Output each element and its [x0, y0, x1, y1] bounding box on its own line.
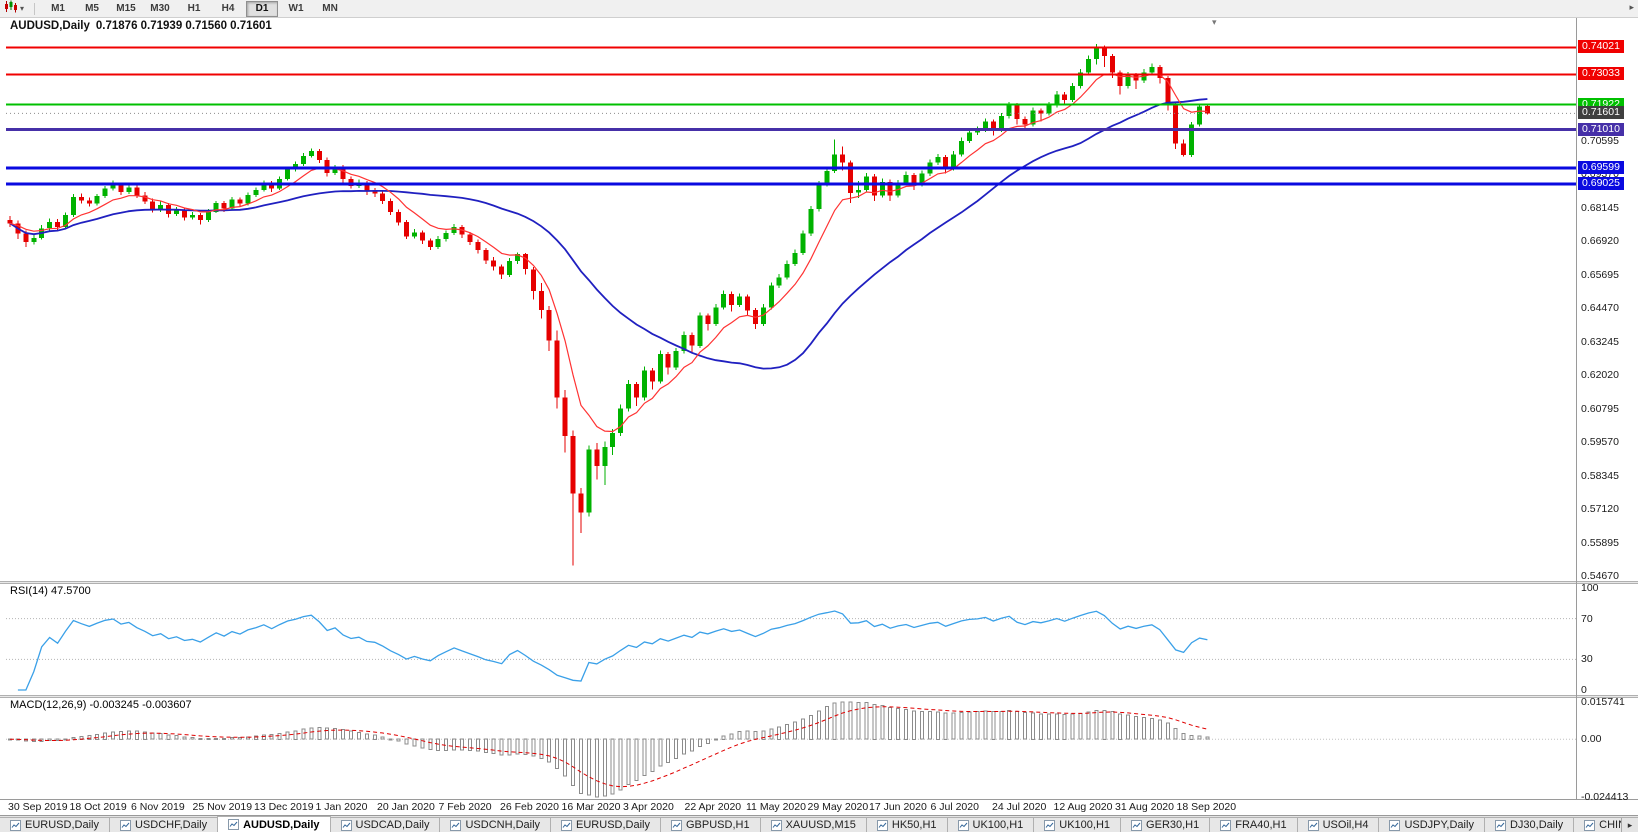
time-axis-separator [0, 799, 1638, 800]
rsi-indicator-label: RSI(14) 47.5700 [10, 585, 91, 597]
tab-scroll-right-arrow[interactable]: ▸ [1621, 818, 1638, 832]
macd-panel-divider[interactable] [0, 695, 1638, 698]
timeframe-button-h4[interactable]: H4 [221, 3, 235, 14]
tab-ger30-h1[interactable]: GER30,H1 [1120, 817, 1211, 832]
tab-gbpusd-h1[interactable]: GBPUSD,H1 [660, 817, 761, 832]
chart-icon [450, 819, 462, 831]
timeframe-buttons: M1 M5 M15 M30 H1 H4 D1 W1 MN [41, 0, 347, 17]
tab-label: USDCHF,Daily [134, 819, 208, 831]
tab-hk50-h1[interactable]: HK50,H1 [865, 817, 948, 832]
tab-label: EURUSD,Daily [576, 819, 650, 831]
chart-icon [1494, 819, 1506, 831]
tab-label: EURUSD,Daily [25, 819, 99, 831]
tab-label: USDCAD,Daily [355, 819, 430, 831]
tab-usdchf-daily[interactable]: USDCHF,Daily [108, 817, 219, 832]
tab-uk100-h1[interactable]: UK100,H1 [946, 817, 1035, 832]
tab-eurusd-daily[interactable]: EURUSD,Daily [550, 817, 661, 832]
chart-symbol-period: AUDUSD,Daily [10, 20, 90, 32]
tab-fra40-h1[interactable]: FRA40,H1 [1209, 817, 1298, 832]
chart-icon [671, 819, 682, 831]
chart-icon [340, 819, 352, 831]
tab-label: AUDUSD,Daily [243, 818, 320, 831]
toolbar-separator [34, 2, 36, 15]
tab-label: UK100,H1 [1059, 819, 1111, 831]
tab-label: USOil,H4 [1322, 819, 1369, 831]
tab-audusd-daily[interactable]: AUDUSD,Daily [217, 816, 331, 832]
chart-title: AUDUSD,Daily 0.71876 0.71939 0.71560 0.71… [10, 20, 272, 32]
chart-icon [1307, 819, 1319, 831]
chart-icon [876, 819, 888, 831]
chart-icon [1131, 819, 1143, 831]
timeframe-button-d1[interactable]: D1 [246, 0, 279, 17]
tab-label: HK50,H1 [891, 819, 937, 831]
tab-xauusd-m15[interactable]: XAUUSD,M15 [759, 817, 867, 832]
price-axis[interactable] [1576, 17, 1638, 800]
tab-label: GER30,H1 [1146, 819, 1200, 831]
toolbar-overflow-arrow[interactable]: ▸ [1629, 2, 1634, 12]
tab-usdcad-daily[interactable]: USDCAD,Daily [329, 817, 441, 832]
tab-label: GBPUSD,H1 [686, 819, 750, 831]
timeframe-toolbar: ▾ M1 M5 M15 M30 H1 H4 D1 W1 MN ▸ [0, 0, 1638, 18]
chart-ohlc-values: 0.71876 0.71939 0.71560 0.71601 [95, 20, 272, 32]
price-axis-separator [1576, 17, 1577, 800]
chart-icon [119, 819, 131, 831]
chart-icon [1220, 819, 1232, 831]
chart-tabs-bar: EURUSD,Daily USDCHF,Daily AUDUSD,Daily USDC… [0, 815, 1638, 832]
timeframe-button-m1[interactable]: M1 [51, 3, 65, 14]
chart-icon [770, 819, 782, 831]
timeframe-button-m30[interactable]: M30 [150, 3, 170, 14]
chart-icon [957, 819, 969, 831]
timeframe-button-w1[interactable]: W1 [288, 3, 304, 14]
chart-icon [228, 819, 240, 830]
macd-indicator-label: MACD(12,26,9) -0.003245 -0.003607 [10, 699, 192, 711]
chart-icon [1584, 819, 1596, 831]
chart-icon [1044, 819, 1056, 831]
chart-shift-marker[interactable]: ▾ [1212, 17, 1217, 27]
rsi-panel-divider[interactable] [0, 581, 1638, 584]
time-axis[interactable] [0, 800, 1576, 815]
tab-label: XAUUSD,M15 [785, 819, 856, 831]
tab-dj30-daily[interactable]: DJ30,Daily [1483, 817, 1575, 832]
chevron-down-icon: ▾ [20, 4, 25, 13]
tab-label: USDCNH,Daily [465, 819, 541, 831]
timeframe-button-m15[interactable]: M15 [116, 3, 136, 14]
tab-label: DJ30,Daily [1509, 819, 1564, 831]
tab-uk100-h1[interactable]: UK100,H1 [1033, 817, 1122, 832]
tab-label: FRA40,H1 [1235, 819, 1287, 831]
timeframe-button-m5[interactable]: M5 [85, 3, 99, 14]
tab-usdjpy-daily[interactable]: USDJPY,Daily [1378, 817, 1485, 832]
tab-usdcnh-daily[interactable]: USDCNH,Daily [439, 817, 552, 832]
timeframe-button-mn[interactable]: MN [322, 3, 338, 14]
tab-eurusd-daily[interactable]: EURUSD,Daily [0, 817, 110, 832]
chart-icon [1389, 819, 1401, 831]
chart-icon [561, 819, 573, 831]
chart-type-button[interactable]: ▾ [0, 0, 28, 18]
timeframe-button-h1[interactable]: H1 [187, 3, 201, 14]
tab-usoil-h4[interactable]: USOil,H4 [1296, 817, 1380, 832]
tab-label: UK100,H1 [972, 819, 1024, 831]
candlestick-chart-icon [4, 0, 18, 18]
chart-icon [10, 819, 21, 831]
tab-label: USDJPY,Daily [1404, 819, 1474, 831]
